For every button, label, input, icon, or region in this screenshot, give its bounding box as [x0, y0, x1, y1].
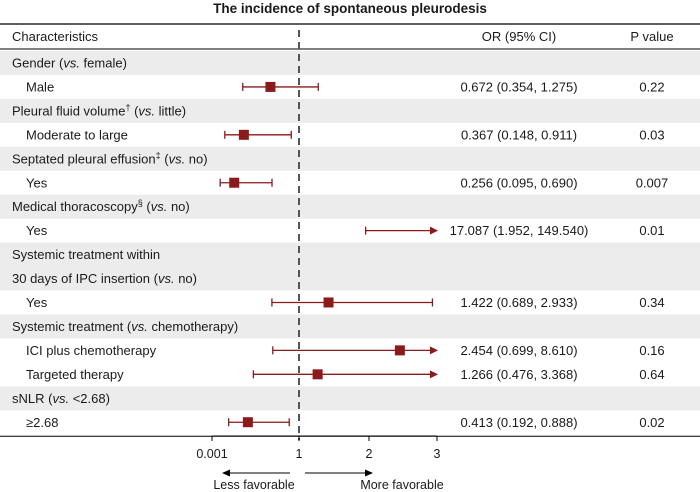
group-label-part: Systemic treatment (: [12, 319, 132, 334]
group-label-part: (: [161, 151, 170, 166]
more-favorable-arrow-head: [365, 469, 373, 477]
column-header-p: P value: [630, 29, 673, 44]
p-value: 0.02: [639, 415, 664, 430]
group-label: Systemic treatment (vs. chemotherapy): [12, 319, 238, 334]
or-point: [265, 81, 276, 92]
p-value: 0.03: [639, 127, 664, 142]
group-label-part: no): [175, 271, 197, 286]
group-label-part: Gender (: [12, 56, 64, 71]
or-ci-value: 0.672 (0.354, 1.275): [460, 79, 577, 94]
p-value: 0.64: [639, 367, 664, 382]
or-ci-value: 2.454 (0.699, 8.610): [460, 343, 577, 358]
group-label-part: vs.: [158, 271, 175, 286]
row-shade: [0, 266, 700, 291]
group-label: Gender (vs. female): [12, 56, 127, 71]
or-ci-value: 0.413 (0.192, 0.888): [460, 415, 577, 430]
row-label: ICI plus chemotherapy: [26, 343, 157, 358]
or-point: [238, 129, 249, 140]
x-tick-label: 2: [366, 447, 373, 461]
row-shade: [0, 146, 700, 171]
group-label-part: no): [167, 199, 189, 214]
group-label-part: vs.: [151, 199, 168, 214]
group-label: Systemic treatment within: [12, 247, 160, 262]
group-label-part: Systemic treatment within: [12, 247, 160, 262]
less-favorable-arrow-head: [222, 469, 230, 477]
x-tick-label: 1: [296, 447, 303, 461]
more-favorable-label: More favorable: [360, 478, 443, 492]
or-ci-value: 17.087 (1.952, 149.540): [450, 223, 589, 238]
column-header-characteristics: Characteristics: [12, 29, 98, 44]
row-label: Yes: [26, 295, 48, 310]
row-label: Yes: [26, 223, 48, 238]
group-label: 30 days of IPC insertion (vs. no): [12, 271, 197, 286]
or-point: [229, 177, 240, 188]
group-label-part: 30 days of IPC insertion (: [12, 271, 159, 286]
or-ci-value: 1.266 (0.476, 3.368): [460, 367, 577, 382]
row-label: Yes: [26, 175, 48, 190]
x-tick-label: 0.001: [196, 447, 227, 461]
group-label-part: (: [130, 103, 139, 118]
or-point: [394, 345, 405, 356]
row-label: Moderate to large: [26, 127, 128, 142]
group-label: Medical thoracoscopy§ (vs. no): [12, 198, 190, 214]
footnote-mark: †: [125, 102, 130, 112]
ci-arrow: [430, 346, 438, 355]
group-label-part: sNLR (: [12, 391, 53, 406]
ci-arrow: [430, 226, 438, 235]
group-label-part: female): [80, 56, 127, 71]
or-point: [242, 417, 253, 428]
group-label-part: vs.: [63, 56, 80, 71]
chart-title: The incidence of spontaneous pleurodesis: [213, 1, 487, 16]
row-label: Male: [26, 79, 54, 94]
group-label-part: vs.: [131, 319, 148, 334]
p-value: 0.16: [639, 343, 664, 358]
or-ci-value: 0.367 (0.148, 0.911): [461, 127, 577, 142]
row-label: ≥2.68: [26, 415, 58, 430]
row-shade: [0, 242, 700, 267]
p-value: 0.22: [639, 79, 664, 94]
p-value: 0.007: [636, 175, 669, 190]
p-value: 0.34: [639, 295, 664, 310]
ci-arrow: [430, 370, 438, 379]
column-header-or: OR (95% CI): [482, 29, 556, 44]
x-tick-label: 3: [434, 447, 441, 461]
row-label: Targeted therapy: [26, 367, 124, 382]
group-label-part: vs.: [138, 103, 155, 118]
group-label: Pleural fluid volume† (vs. little): [12, 102, 186, 118]
row-shade: [0, 314, 700, 339]
p-value: 0.01: [639, 223, 664, 238]
or-ci-value: 0.256 (0.095, 0.690): [460, 175, 577, 190]
group-label-part: (: [143, 199, 152, 214]
or-ci-value: 1.422 (0.689, 2.933): [460, 295, 577, 310]
group-label: Septated pleural effusion‡ (vs. no): [12, 150, 208, 166]
less-favorable-label: Less favorable: [213, 478, 294, 492]
group-label: sNLR (vs. <2.68): [12, 391, 110, 406]
group-label-part: Medical thoracoscopy: [12, 199, 138, 214]
group-label-part: vs.: [169, 151, 186, 166]
row-shade: [0, 51, 700, 75]
group-label-part: vs.: [52, 391, 69, 406]
group-label-part: Septated pleural effusion: [12, 151, 156, 166]
row-shade: [0, 386, 700, 411]
group-label-part: <2.68): [69, 391, 110, 406]
footnote-mark: ‡: [156, 150, 161, 160]
group-label-part: chemotherapy): [148, 319, 238, 334]
footnote-mark: §: [138, 198, 143, 208]
or-point: [323, 297, 334, 308]
row-shade: [0, 98, 700, 123]
group-label-part: no): [185, 151, 207, 166]
or-point: [312, 369, 323, 380]
group-label-part: Pleural fluid volume: [12, 103, 125, 118]
row-shade: [0, 194, 700, 219]
group-label-part: little): [155, 103, 186, 118]
